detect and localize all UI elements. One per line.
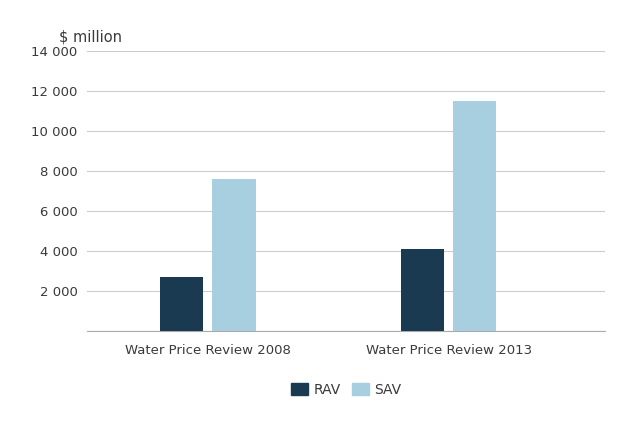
Bar (160, 277, 203, 331)
Bar (453, 101, 497, 331)
Bar (401, 249, 444, 331)
Bar (212, 179, 255, 331)
Legend: RAV, SAV: RAV, SAV (286, 377, 407, 402)
Text: $ million: $ million (59, 30, 122, 45)
